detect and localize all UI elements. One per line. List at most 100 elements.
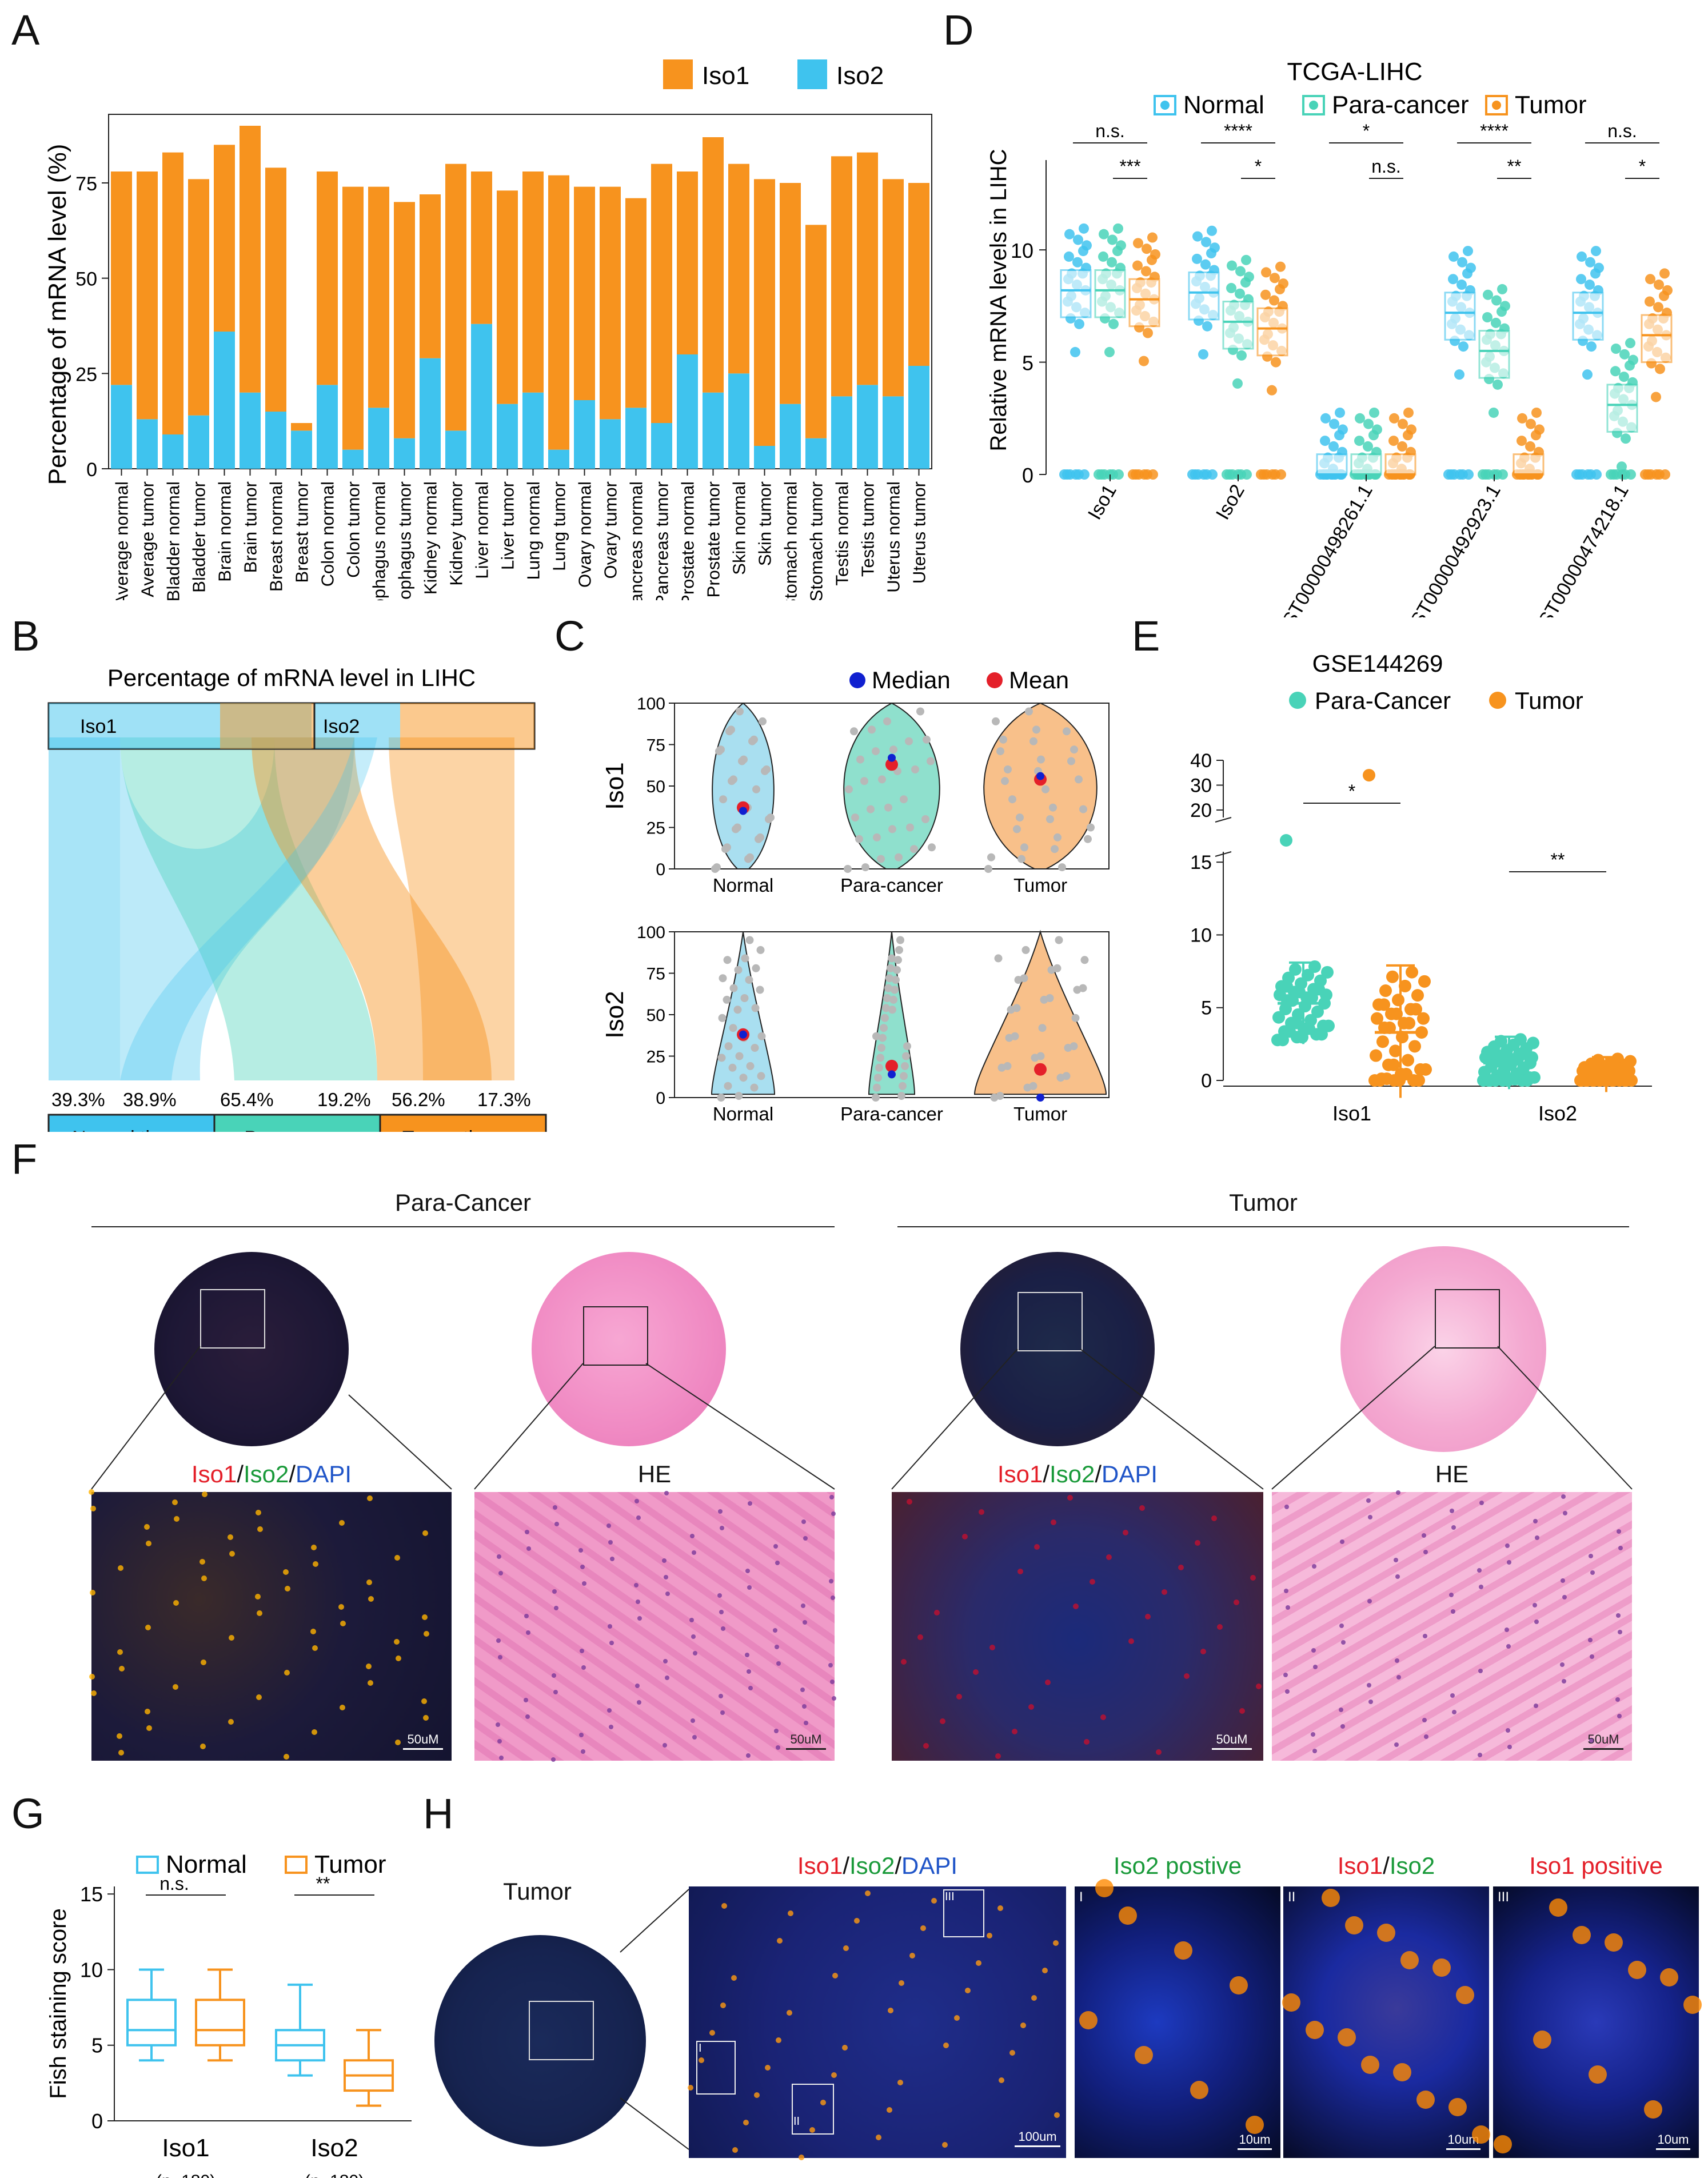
micrograph-spot (610, 1557, 614, 1561)
micrograph-spot (745, 1653, 749, 1657)
x-tick-label: Colon tumor (344, 481, 364, 578)
h-zoom-roman-3: III (1498, 1889, 1510, 1905)
data-point (1369, 407, 1379, 418)
micrograph-spot (1211, 1515, 1217, 1521)
y-tick-label: 0 (1022, 464, 1033, 487)
micrograph-spot (1139, 1505, 1145, 1511)
micrograph-spot (256, 1694, 262, 1700)
bar-iso2 (703, 392, 724, 469)
x-tick-label: Brain normal (215, 481, 235, 582)
bar-iso2 (394, 438, 415, 469)
legend-dot (1309, 101, 1318, 110)
micrograph-spot (1394, 1558, 1398, 1562)
micrograph-spot (119, 1666, 125, 1672)
data-point (1611, 344, 1621, 354)
data-point (1008, 795, 1016, 804)
h-iso2-positive-title: Iso2 postive (1113, 1852, 1242, 1879)
flow-paracancer (120, 737, 377, 1080)
micrograph-spot (497, 1739, 502, 1744)
he-zoom-tumor (1272, 1492, 1632, 1761)
box (1256, 307, 1288, 357)
h-roi-box-2 (792, 2084, 834, 2135)
data-point (1017, 855, 1025, 863)
data-point-outlier (1280, 834, 1292, 847)
sig-label: ** (1507, 156, 1522, 177)
micrograph-spot (1589, 2065, 1607, 2084)
micrograph-spot (831, 1511, 836, 1516)
micrograph-spot (973, 1669, 979, 1675)
h-roi-label-3: III (945, 1890, 955, 1903)
micrograph-spot (1340, 1539, 1344, 1544)
data-point (1270, 273, 1280, 284)
micrograph-spot (637, 1700, 641, 1705)
flow-normal-iso1 (49, 737, 120, 1080)
data-point (1079, 223, 1089, 234)
micrograph-spot (1451, 1525, 1456, 1530)
data-point (1272, 1011, 1285, 1024)
legend-box (1485, 95, 1508, 115)
data-point (1071, 469, 1081, 480)
he-core-paracancer (532, 1252, 726, 1446)
data-point (1315, 1028, 1328, 1041)
micrograph-spot (1605, 1933, 1623, 1952)
micrograph-spot (940, 1718, 945, 1724)
data-point (719, 974, 727, 983)
micrograph-spot (634, 1499, 639, 1503)
x-tick-label: Liver normal (472, 481, 492, 579)
top-iso2-tumor (400, 703, 534, 749)
x-tick-label: Liver tumor (498, 481, 518, 570)
micrograph-spot (554, 1522, 559, 1526)
chart-g: Normal Tumor 0 5 10 15 Fish staining score Iso1… (46, 1850, 412, 2178)
data-point (872, 747, 880, 756)
micrograph-spot (954, 2015, 960, 2021)
data-point (1207, 225, 1217, 236)
sig-label: **** (1224, 121, 1252, 141)
data-point (1610, 366, 1621, 377)
micrograph-spot (1162, 1589, 1167, 1595)
data-point (1370, 1049, 1382, 1062)
data-point (861, 863, 869, 872)
micrograph-spot (1368, 1515, 1372, 1519)
micrograph-spot (1312, 1564, 1316, 1569)
data-point (717, 1094, 725, 1102)
micrograph-spot (1367, 1599, 1372, 1603)
micrograph-spot (1423, 1634, 1427, 1638)
h-roi-box-1 (696, 2041, 736, 2095)
y-axis-label: Relative mRNA levels in LIHC (986, 149, 1011, 451)
micrograph-spot (311, 1545, 317, 1550)
micrograph-spot (1286, 1605, 1290, 1610)
bottom-label: Tumor tissues (402, 1127, 524, 1132)
y-tick-label: 5 (1022, 352, 1033, 375)
micrograph-spot (117, 1733, 122, 1739)
y-tick-label: 5 (91, 2034, 103, 2057)
micrograph-spot (899, 1980, 904, 1986)
data-point (759, 717, 767, 725)
h-roi-label-1: I (699, 2042, 702, 2055)
data-point (1241, 254, 1251, 265)
micrograph-spot (747, 1585, 752, 1590)
data-point (741, 954, 749, 963)
data-point (1260, 289, 1271, 300)
micrograph-spot (285, 1586, 290, 1591)
plot-frame (108, 114, 932, 469)
data-point (1389, 413, 1399, 424)
micrograph-spot (394, 1555, 400, 1561)
bar-iso1 (368, 186, 389, 408)
y-tick-label: 25 (647, 819, 665, 838)
micrograph-spot (1452, 1710, 1456, 1714)
data-point (1235, 288, 1245, 299)
group-rule-tumor (897, 1226, 1629, 1227)
x-tick-label: Uterus tumor (909, 481, 929, 584)
percent-label: 38.9% (123, 1089, 177, 1110)
legend-dot-tumor (1489, 692, 1506, 709)
data-point (1463, 246, 1473, 257)
h-both-title: Iso1/Iso2 (1283, 1852, 1489, 1880)
data-point (1036, 1052, 1045, 1060)
data-point (867, 805, 875, 813)
data-point (1448, 274, 1458, 285)
micrograph-spot (1535, 1535, 1539, 1540)
micrograph-spot (1128, 1638, 1134, 1644)
micrograph-spot (931, 1898, 937, 1904)
micrograph-spot (1505, 1627, 1509, 1632)
data-point (1488, 407, 1499, 418)
